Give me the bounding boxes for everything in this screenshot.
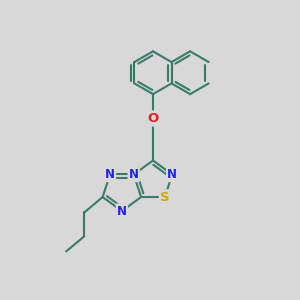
Text: O: O [147, 112, 159, 125]
Text: N: N [105, 168, 115, 181]
Text: N: N [129, 168, 139, 181]
Text: N: N [117, 205, 127, 218]
Text: S: S [160, 190, 170, 204]
Text: O: O [147, 112, 159, 125]
Text: N: N [167, 168, 177, 181]
